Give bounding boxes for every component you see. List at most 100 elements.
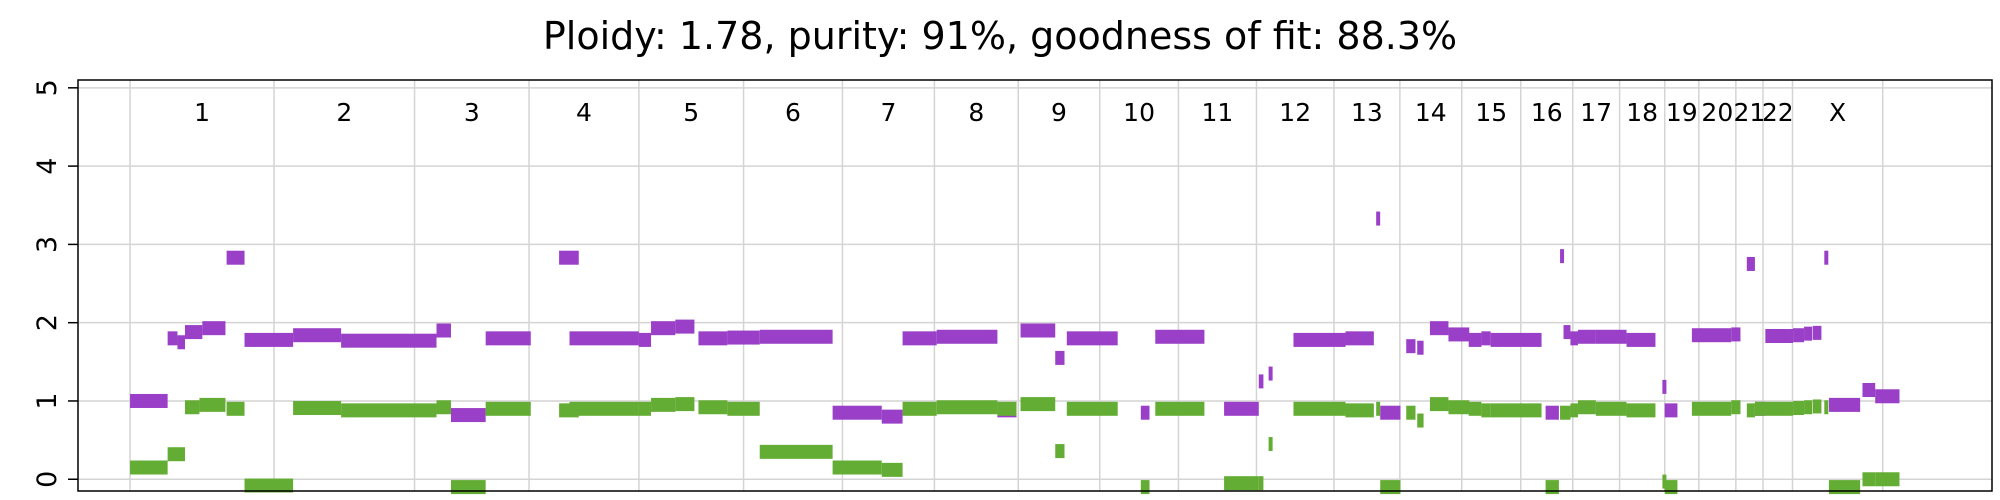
- cn-segment: [651, 397, 676, 412]
- cn-segment: [569, 401, 639, 416]
- cn-segment: [832, 405, 882, 420]
- cn-segment: [881, 462, 903, 477]
- cn-segment: [1765, 328, 1794, 343]
- cn-segment: [184, 325, 203, 340]
- cn-segment: [1824, 250, 1829, 265]
- cn-segment: [1224, 401, 1259, 416]
- cn-segment: [1560, 249, 1565, 264]
- cn-segment: [1662, 474, 1667, 489]
- cn-segment: [130, 393, 168, 408]
- cn-segment: [1293, 401, 1346, 416]
- cn-segment: [1595, 329, 1627, 344]
- cn-segment: [184, 400, 200, 415]
- cn-segment: [902, 401, 937, 416]
- cn-segment: [1828, 397, 1861, 412]
- cn-segment: [727, 401, 760, 416]
- chromosome-label-X: X: [1829, 98, 1846, 127]
- y-tick-label: 3: [32, 236, 63, 253]
- chromosome-label-9: 9: [1051, 98, 1067, 127]
- cn-segment: [1429, 397, 1449, 412]
- cn-segment: [675, 397, 695, 412]
- cn-segment: [1258, 374, 1264, 389]
- cn-segment: [1268, 366, 1273, 381]
- cn-segment: [244, 332, 294, 347]
- chromosome-label-18: 18: [1626, 98, 1658, 127]
- cn-segment: [1828, 480, 1861, 495]
- chromosome-label-3: 3: [464, 98, 480, 127]
- cn-segment: [1862, 383, 1876, 398]
- cn-segment: [1417, 340, 1424, 355]
- cn-segment: [1545, 405, 1559, 420]
- cn-segment: [1560, 405, 1565, 420]
- grid-lines: [78, 80, 1992, 491]
- chromosome-label-13: 13: [1351, 98, 1383, 127]
- cn-segment: [226, 250, 245, 265]
- y-axis: 0 1 2 3 4 5: [32, 79, 78, 488]
- cn-segment: [1155, 401, 1205, 416]
- cn-segment: [1664, 480, 1678, 495]
- chromosome-label-2: 2: [336, 98, 352, 127]
- cn-segment: [1595, 401, 1627, 416]
- cn-segment: [1376, 211, 1381, 226]
- cn-segment: [1490, 403, 1542, 418]
- chromosome-label-20: 20: [1701, 98, 1733, 127]
- cn-segment: [1754, 401, 1766, 416]
- cn-segment: [698, 400, 728, 415]
- cn-segment: [1875, 472, 1900, 487]
- chromosome-label-11: 11: [1202, 98, 1234, 127]
- cn-segment: [1380, 480, 1401, 495]
- cn-segment: [1691, 328, 1732, 343]
- chromosome-label-5: 5: [683, 98, 699, 127]
- cn-segment: [450, 480, 486, 495]
- cn-segment: [759, 329, 833, 344]
- cn-segment: [1731, 327, 1741, 342]
- cn-segment: [485, 401, 531, 416]
- cn-segment: [1468, 401, 1482, 416]
- cn-segment: [167, 331, 178, 346]
- cn-segment: [1765, 401, 1794, 416]
- chromosome-label-1: 1: [194, 98, 210, 127]
- y-tick-label: 1: [32, 392, 63, 409]
- cn-segment: [226, 401, 245, 416]
- cn-segment: [1812, 325, 1822, 340]
- chromosome-label-14: 14: [1415, 98, 1447, 127]
- cn-segment: [698, 331, 728, 346]
- cn-segment: [1731, 400, 1741, 415]
- cn-segment: [1066, 401, 1118, 416]
- cn-segment: [1481, 331, 1491, 346]
- cn-segment: [1417, 413, 1424, 428]
- cn-segment: [759, 444, 833, 459]
- chromosome-label-21: 21: [1734, 98, 1766, 127]
- cn-segment: [341, 333, 437, 348]
- cn-segment: [1224, 476, 1259, 491]
- cn-segment: [167, 447, 185, 462]
- chromosome-label-10: 10: [1123, 98, 1155, 127]
- cn-segment: [1691, 401, 1732, 416]
- y-tick-label: 2: [32, 314, 63, 331]
- cn-segment: [1875, 389, 1900, 404]
- cn-segment: [1020, 397, 1056, 412]
- cn-segment: [638, 332, 652, 347]
- cn-segment: [881, 409, 903, 424]
- cn-segment: [1268, 437, 1273, 452]
- cn-segment: [436, 323, 451, 338]
- cn-segment: [1793, 401, 1805, 416]
- cn-segment: [1570, 331, 1578, 346]
- cn-segment: [1293, 332, 1346, 347]
- cn-segment: [832, 460, 882, 475]
- cn-segment: [1055, 350, 1065, 365]
- cn-segment: [1746, 403, 1755, 418]
- chromosome-label-17: 17: [1580, 98, 1612, 127]
- chart-title: Ploidy: 1.78, purity: 91%, goodness of f…: [542, 14, 1458, 58]
- cn-segment: [293, 328, 342, 343]
- cn-segment: [1468, 332, 1482, 347]
- y-tick-label: 4: [32, 158, 63, 175]
- cn-segment: [1662, 379, 1667, 394]
- cn-segment: [1481, 403, 1491, 418]
- cn-segment: [177, 335, 185, 350]
- cn-segment: [1140, 480, 1150, 495]
- cn-segment: [1345, 403, 1374, 418]
- cn-segment: [1812, 399, 1822, 414]
- cn-segment: [1490, 332, 1542, 347]
